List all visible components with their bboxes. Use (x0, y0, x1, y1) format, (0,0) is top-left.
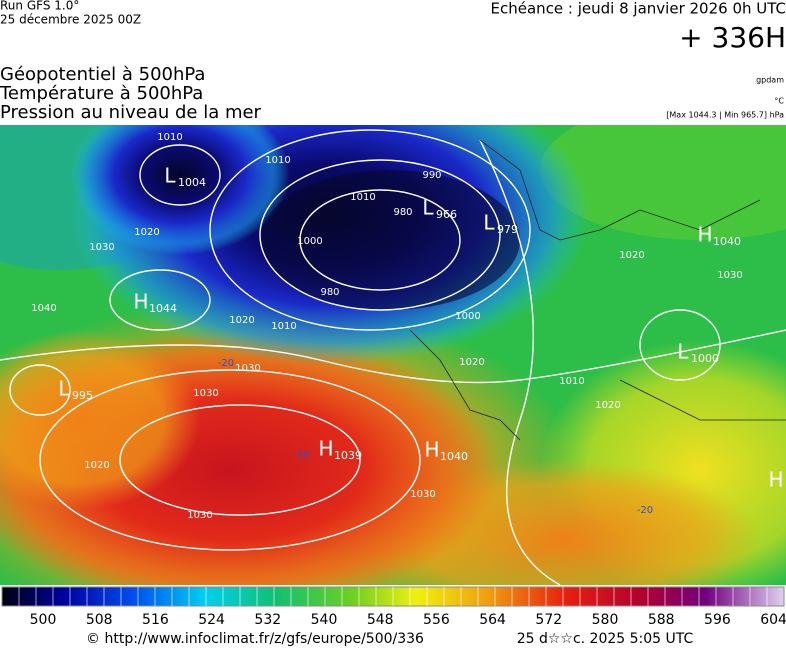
isobar-label: 1010 (559, 376, 584, 387)
title: Pression au niveau de la mer (0, 102, 262, 123)
center-letter: H (424, 438, 439, 462)
unit: °C (774, 97, 784, 106)
isobar-label: 1020 (84, 460, 109, 471)
colorbar-label: 548 (367, 612, 394, 628)
temperature-label: -20 (637, 505, 653, 516)
timestamp: 25 d☆☆c. 2025 5:05 UTC (517, 631, 694, 647)
title: Température à 500hPa (0, 83, 203, 104)
coastline (409, 139, 786, 441)
center-value: 1039 (334, 449, 362, 462)
center-letter: H (768, 468, 783, 492)
colorbar-label: 556 (423, 612, 450, 628)
isobar-label: 1020 (595, 400, 620, 411)
colorbar-label: 532 (254, 612, 281, 628)
isobar-label: 1020 (459, 357, 484, 368)
center-letter: L (677, 340, 689, 364)
unit: [Max 1044.3 | Min 965.7] hPa (666, 111, 784, 120)
colorbar-label: 500 (30, 612, 57, 628)
isobar-label: 1000 (455, 311, 480, 322)
isobars (0, 129, 786, 585)
isobar-label: 980 (393, 207, 412, 218)
isobar-label: 1020 (134, 227, 159, 238)
isobar-label: 1040 (31, 303, 56, 314)
isobar-label: 1000 (297, 236, 322, 247)
center-value: 979 (497, 223, 518, 236)
isobar-label: 1010 (157, 132, 182, 143)
isobar-label: 1010 (350, 192, 375, 203)
colorbar-label: 524 (198, 612, 225, 628)
colorbar-label: 564 (479, 612, 506, 628)
lead-time: + 336H (679, 21, 786, 54)
colorbar-label: 604 (760, 612, 786, 628)
center-value: 1044 (149, 302, 177, 315)
center-value: 1004 (178, 176, 206, 189)
isobar-label: 980 (320, 287, 339, 298)
isobar-label: 1020 (229, 315, 254, 326)
center-letter: L (422, 196, 434, 220)
isobar-label: 1030 (410, 489, 435, 500)
isobar-label: 1030 (187, 510, 212, 521)
isobar-label: 1030 (89, 242, 114, 253)
source-url: © http://www.infoclimat.fr/z/gfs/europe/… (86, 631, 424, 647)
isobar-label: 1020 (619, 250, 644, 261)
temperature-label: -20 (294, 450, 310, 461)
colorbar-label: 516 (142, 612, 169, 628)
center-letter: H (318, 437, 333, 461)
title: Géopotentiel à 500hPa (0, 64, 205, 85)
center-letter: L (483, 211, 495, 235)
run: Run GFS 1.0° (0, 0, 79, 13)
temperature-label: -20 (218, 358, 234, 369)
colorbar-label: 596 (704, 612, 731, 628)
isobar-label: 1010 (271, 321, 296, 332)
center-letter: L (58, 377, 70, 401)
center-letter: H (697, 223, 712, 247)
center-value: 1000 (691, 352, 719, 365)
colorbar-label: 540 (311, 612, 338, 628)
colorbar-label: 572 (535, 612, 562, 628)
colorbar-label: 588 (648, 612, 675, 628)
center-value: 1040 (713, 235, 741, 248)
run-date: 25 décembre 2025 00Z (0, 13, 141, 27)
center-value: 995 (72, 389, 93, 402)
colorbar-label: 580 (592, 612, 619, 628)
forecast-time: Echéance : jeudi 8 janvier 2026 0h UTC (491, 0, 786, 18)
center-value: 1040 (440, 450, 468, 463)
colorbar-label: 508 (86, 612, 113, 628)
isobar-label: 1010 (265, 155, 290, 166)
center-value: 966 (436, 208, 457, 221)
isobar-label: 990 (422, 170, 441, 181)
center-letter: H (133, 290, 148, 314)
isobar-label: 1030 (193, 388, 218, 399)
isobar-label: 1030 (717, 270, 742, 281)
unit: gpdam (756, 76, 784, 85)
isobar-label: 1030 (235, 363, 260, 374)
center-letter: L (164, 164, 176, 188)
